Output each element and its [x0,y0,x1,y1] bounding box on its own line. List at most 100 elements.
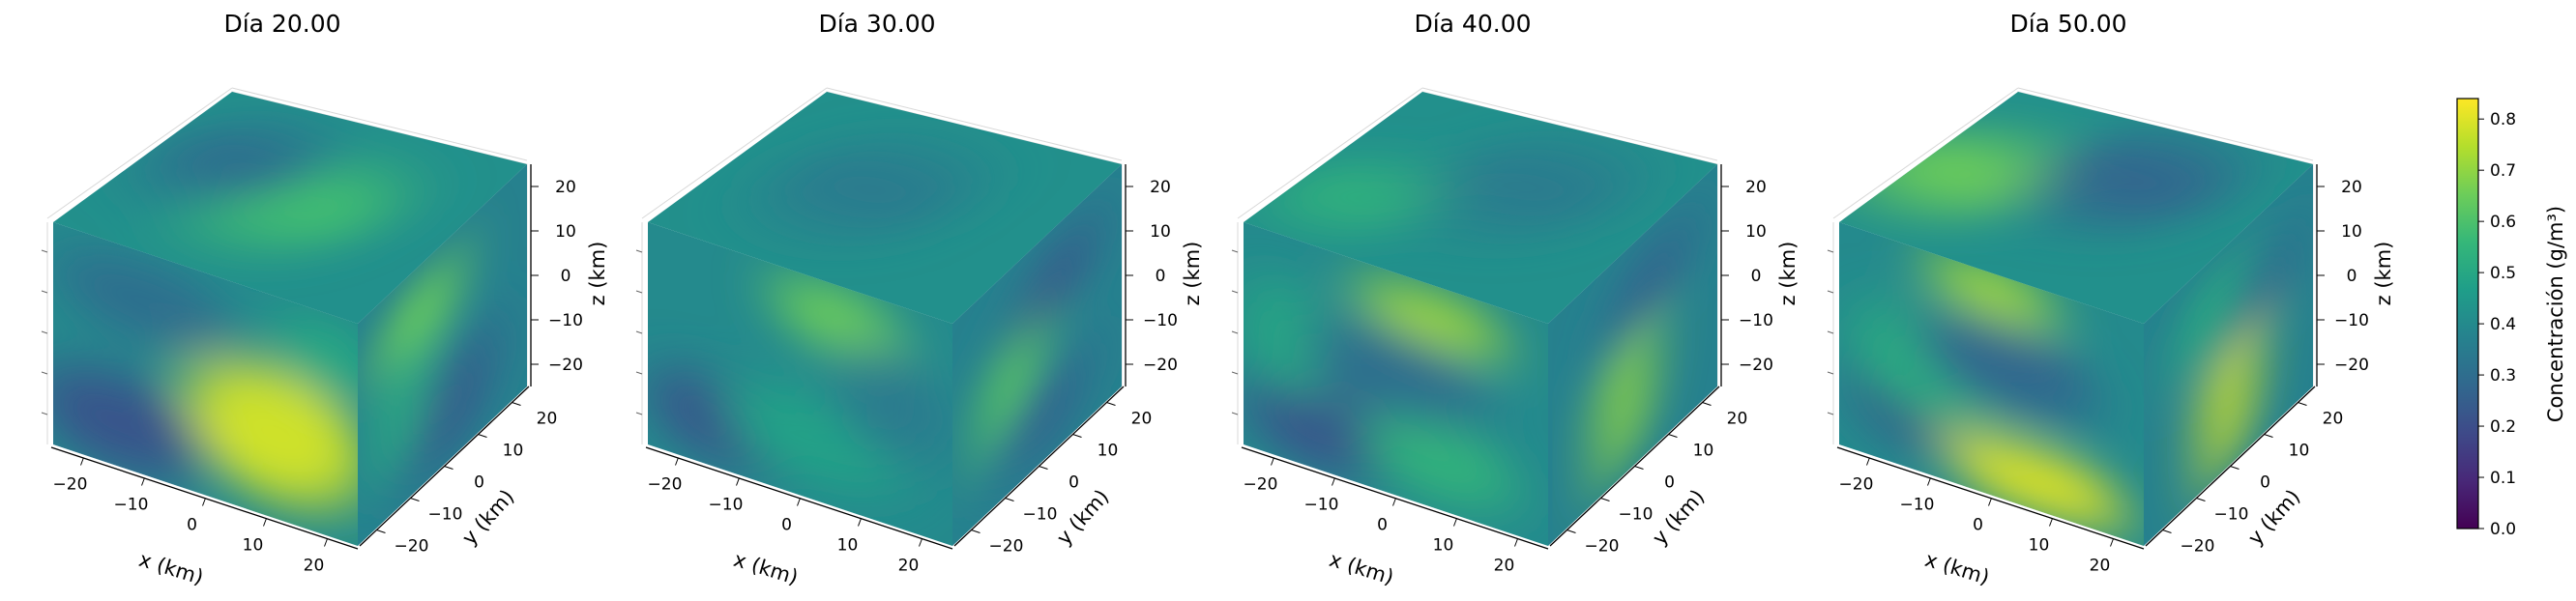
x-axis-label: x (km) [731,548,801,589]
x-tick-label: 0 [1973,516,1983,535]
z-tick-label: 0 [1751,267,1762,286]
y-tick-label: 0 [1068,473,1079,493]
z-tick-label: −10 [548,311,583,330]
y-tick-mark [1702,402,1712,406]
y-tick-mark [2196,498,2206,501]
y-tick-label: −10 [428,505,463,525]
x-tick-label: 20 [2090,557,2111,576]
y-tick-label: 10 [1693,442,1714,461]
y-tick-mark [1600,498,1610,501]
x-tick-mark [797,498,801,506]
concentration-blob [184,360,358,508]
y-tick-label: −20 [1585,537,1620,557]
z-axis-label: z (km) [2372,242,2395,306]
z-tick-label: −20 [1143,356,1178,375]
panel-title: Día 20.00 [223,10,340,38]
concentration-blob [770,278,904,359]
y-axis-label: y (km) [1648,485,1709,550]
x-tick-mark [202,498,206,506]
x-tick-mark [1927,477,1931,486]
right-face [1548,164,1717,546]
colorbar: 0.0 0.1 0.2 0.3 0.4 0.5 0.6 0.7 0.8 Concentración… [2456,98,2567,539]
concentration-blob [2178,260,2245,371]
y-tick-label: −20 [2181,537,2215,557]
y-tick-label: 20 [1131,410,1153,429]
z-tick-label: −10 [1739,311,1773,330]
concentration-blob [1946,436,2129,528]
right-face [2144,164,2313,546]
colorbar-label: Concentración (g/m³) [2544,206,2567,422]
y-tick-mark [1005,498,1014,501]
panel-title: Día 50.00 [2009,10,2126,38]
z-tick-label: 10 [1150,222,1171,242]
x-tick-mark [2049,518,2053,527]
x-tick-label: 10 [837,536,859,556]
y-tick-label: −10 [1023,505,1058,525]
concentration-blob [2228,235,2297,345]
x-axis-line [645,446,953,550]
y-tick-mark [410,498,420,501]
colorbar-tick-label: 0.1 [2490,469,2516,488]
x-tick-mark [919,538,922,547]
concentration-blob [53,365,206,479]
x-axis-line [1836,446,2145,550]
x-tick-label: 10 [243,536,264,556]
colorbar-tick-label: 0.4 [2490,315,2516,334]
concentration-blob [1356,281,1509,356]
axes: −20 −10 0 10 20 −20 −10 0 10 20 20 10 0 −10 −20 [635,87,1178,576]
axes: −20 −10 0 10 20 −20 −10 0 10 20 20 10 0 −10 −20 [41,87,583,576]
concentration-blob [1304,319,1487,427]
x-tick-mark [858,518,862,527]
x-tick-label: 10 [2029,536,2050,556]
concentration-blob [1598,315,1650,478]
x-tick-label: 0 [781,516,792,535]
x-tick-label: 20 [304,557,325,576]
y-tick-mark [1039,466,1048,470]
colorbar-tick-label: 0.0 [2490,520,2516,539]
x-tick-label: 20 [898,557,920,576]
concentration-blob [272,313,358,403]
y-tick-label: 20 [2323,410,2344,429]
y-tick-mark [2298,402,2307,406]
z-tick-label: −20 [1739,356,1773,375]
z-tick-label: 10 [2341,222,2362,242]
z-tick-label: 20 [1150,178,1171,197]
panel-1: −20 −10 0 10 20 −20 −10 0 10 20 20 10 0 −10 −20 x (km) y… [41,10,609,589]
x-axis-line [1241,446,1549,550]
z-axis-label: z (km) [1181,242,1204,306]
y-tick-label: −10 [1619,505,1654,525]
x-tick-mark [736,477,740,486]
concentration-blob [1365,414,1518,509]
y-tick-mark [444,466,454,470]
y-tick-mark [2230,466,2239,470]
y-axis-label: y (km) [457,485,518,550]
y-tick-label: 0 [1664,473,1675,493]
x-tick-label: 0 [1377,516,1388,535]
concentration-blob [2029,135,2237,226]
axes: −20 −10 0 10 20 −20 −10 0 10 20 20 10 0 −10 −20 [1827,87,2369,576]
y-tick-mark [971,529,981,533]
y-axis-label: y (km) [2243,485,2304,550]
y-tick-label: 10 [1098,442,1119,461]
y-tick-mark [1566,529,1576,533]
z-tick-label: −10 [2334,311,2369,330]
concentration-blob [374,334,425,477]
z-axis-label: z (km) [586,242,609,306]
colorbar-tick-label: 0.7 [2490,161,2516,181]
y-tick-label: −20 [989,537,1024,557]
z-tick-label: 20 [2341,178,2362,197]
concentration-blob [1607,223,1692,344]
concentration-blob [766,144,974,235]
concentration-blob [1915,312,2098,421]
x-tick-label: 20 [1494,557,1515,576]
x-axis-label: x (km) [1922,548,1992,589]
y-tick-mark [512,402,521,406]
concentration-blob [1011,223,1097,344]
panels: −20 −10 0 10 20 −20 −10 0 10 20 20 10 0 −10 −20 x (km) y… [41,10,2395,589]
x-tick-mark [80,457,84,466]
panel-title: Día 40.00 [1414,10,1531,38]
y-tick-label: 20 [1727,410,1748,429]
z-tick-label: 0 [2347,267,2357,286]
x-tick-mark [263,518,267,527]
